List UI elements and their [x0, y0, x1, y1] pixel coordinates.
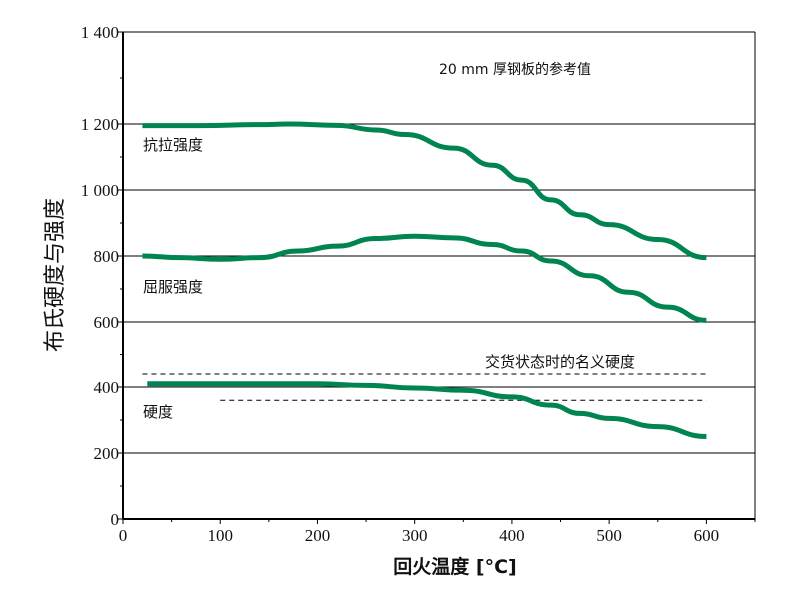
series-label-tensile: 抗拉强度	[143, 136, 203, 154]
series-line-1	[142, 233, 707, 323]
series-label-yield: 屈服强度	[143, 278, 203, 296]
y-tick-label: 800	[94, 247, 120, 266]
x-tick-label: 200	[305, 526, 331, 545]
x-tick-label: 300	[402, 526, 428, 545]
y-tick-label: 600	[94, 313, 120, 332]
x-tick-label: 100	[207, 526, 233, 545]
y-tick-label: 1 200	[81, 115, 119, 134]
x-tick-label: 600	[694, 526, 720, 545]
tick-labels: 0 200 400 600 800 1 000 1 200 1 400 0 100 200 300 40…	[81, 23, 719, 545]
reference-lines	[142, 373, 707, 401]
x-tick-label: 500	[596, 526, 622, 545]
series-lines	[142, 121, 707, 439]
series-line-0	[142, 121, 707, 261]
series-label-hardness: 硬度	[143, 403, 173, 421]
y-axis-label: 布氏硬度与强度	[43, 198, 68, 352]
chart-title: 20 mm 厚钢板的参考值	[439, 61, 591, 78]
x-tick-label: 400	[499, 526, 525, 545]
series-line-2	[147, 381, 707, 439]
reference-label: 交货状态时的名义硬度	[485, 353, 635, 371]
x-tick-label: 0	[119, 526, 128, 545]
y-tick-label: 1 000	[81, 181, 119, 200]
y-tick-label: 0	[111, 510, 120, 529]
y-tick-label: 400	[94, 378, 120, 397]
x-axis-label: 回火温度 [°C]	[393, 555, 516, 578]
y-tick-label: 1 400	[81, 23, 119, 42]
y-tick-label: 200	[94, 444, 120, 463]
axes	[118, 31, 756, 524]
